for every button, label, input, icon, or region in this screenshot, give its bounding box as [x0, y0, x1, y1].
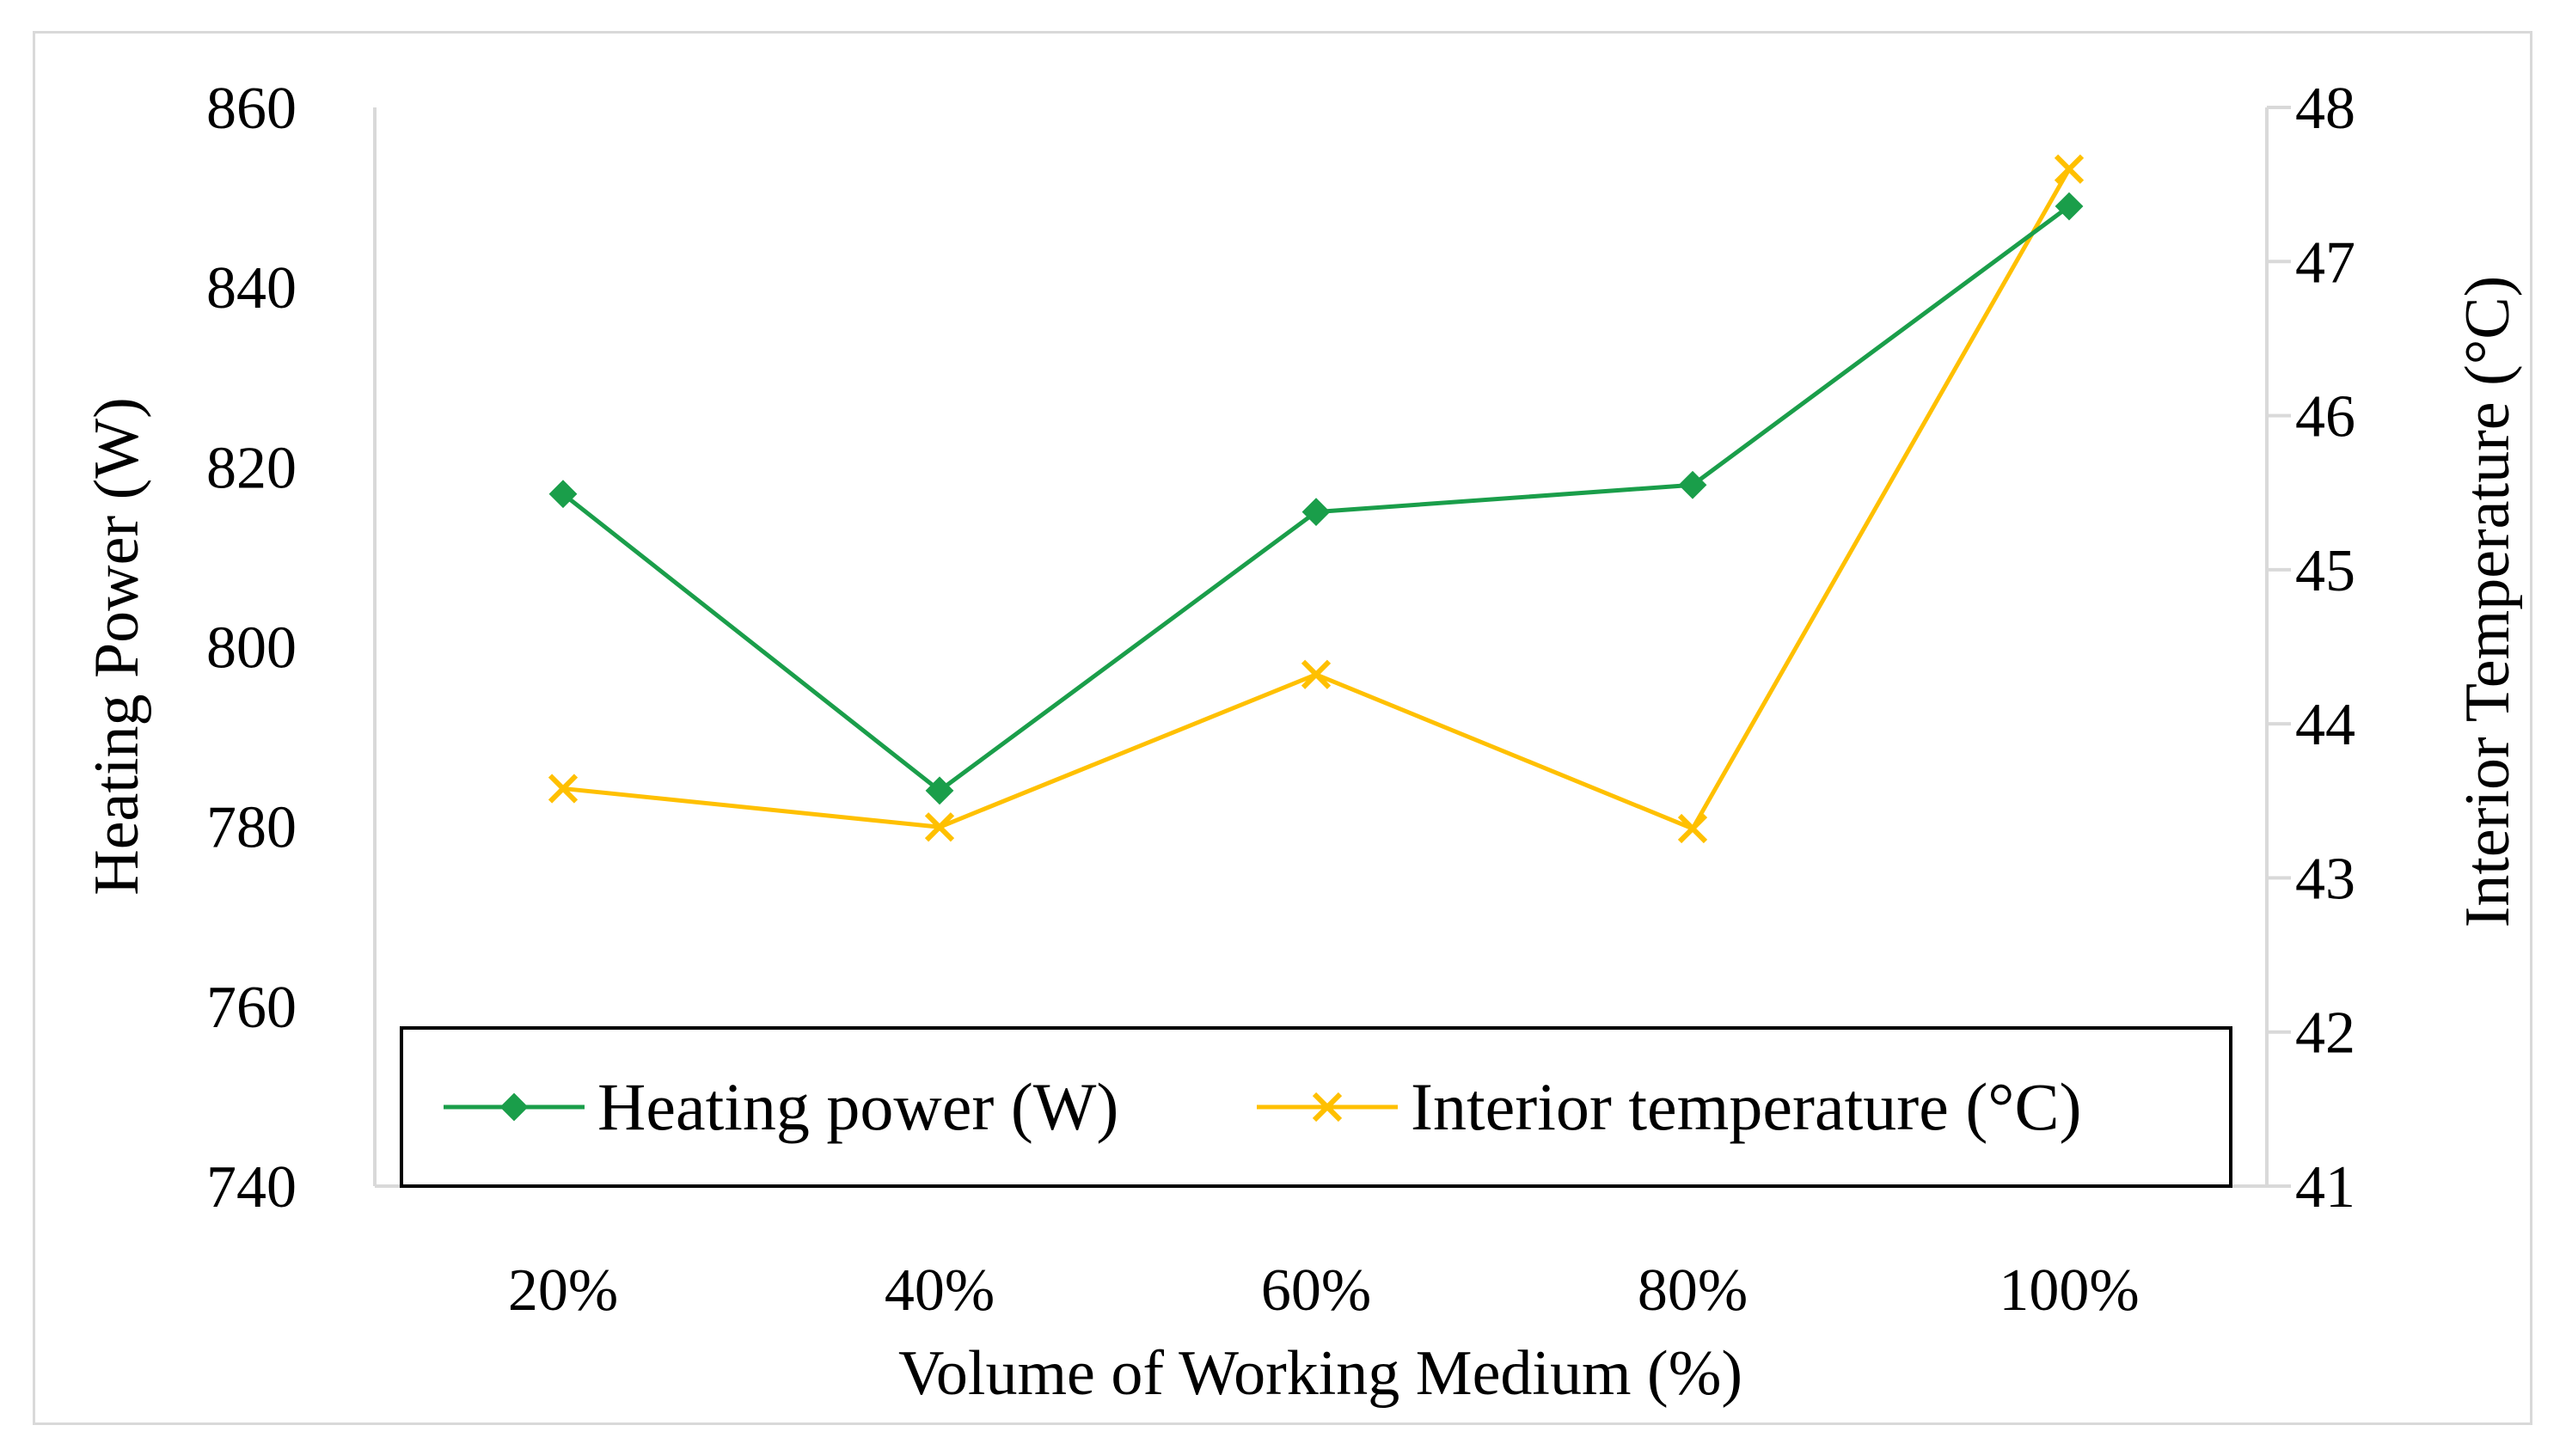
interior-temperature-point [1677, 813, 1708, 844]
right-tick-label: 47 [2295, 229, 2355, 296]
x-marker-stroke [1312, 1092, 1343, 1123]
left-tick-label: 800 [206, 615, 297, 682]
interior-temperature-point [548, 774, 579, 804]
right-axis-tick-labels: 41 42 43 44 45 46 47 48 [2295, 76, 2355, 1220]
series-markers [548, 154, 2085, 844]
heating-power-point [2055, 192, 2084, 221]
x-tick-label: 80% [1638, 1257, 1748, 1324]
right-tick-label: 41 [2295, 1154, 2355, 1220]
legend-heating-power-label: Heating power (W) [597, 1069, 1118, 1144]
interior-temperature-point [924, 812, 955, 842]
heating-power-point [1301, 498, 1331, 527]
right-tick-label: 46 [2295, 384, 2355, 450]
legend-interior-temperature-marker [1312, 1092, 1343, 1123]
left-tick-label: 780 [206, 795, 297, 861]
right-tick-label: 42 [2295, 1000, 2355, 1067]
right-axis-tick-marks [2267, 106, 2291, 1188]
left-tick-label: 820 [206, 435, 297, 501]
left-tick-label: 840 [206, 255, 297, 321]
left-tick-label: 740 [206, 1154, 297, 1220]
interior-temperature-point [1301, 659, 1332, 689]
legend: Heating power (W) Interior temperature (… [400, 1026, 2232, 1188]
x-tick-label: 60% [1261, 1257, 1371, 1324]
legend-cross [1312, 1092, 1343, 1123]
x-marker-stroke [2054, 154, 2085, 184]
left-tick-label: 860 [206, 76, 297, 142]
right-tick-label: 43 [2295, 846, 2355, 912]
right-y-axis-title: Interior Temperature (°C) [2453, 276, 2523, 928]
left-axis-tick-labels: 740 760 780 800 820 840 860 [206, 76, 297, 1220]
x-marker-stroke [924, 812, 955, 842]
left-tick-label: 760 [206, 975, 297, 1041]
chart-frame [33, 31, 2532, 1425]
right-tick-label: 45 [2295, 538, 2355, 604]
legend-diamond [499, 1092, 529, 1122]
heating-power-point [925, 776, 954, 805]
left-y-axis-title: Heating Power (W) [82, 397, 152, 895]
x-marker-stroke [1677, 813, 1708, 844]
x-marker-stroke [548, 774, 579, 804]
x-axis-title: Volume of Working Medium (%) [898, 1338, 1742, 1409]
heating-power-point [548, 480, 578, 509]
x-tick-label: 100% [1999, 1257, 2139, 1324]
x-axis-tick-labels: 20% 40% 60% 80% 100% [508, 1257, 2140, 1324]
x-tick-label: 20% [508, 1257, 618, 1324]
x-marker-stroke [1301, 659, 1332, 689]
interior-temperature-point [2054, 154, 2085, 184]
legend-heating-power-marker [499, 1092, 529, 1122]
right-tick-label: 44 [2295, 692, 2355, 758]
x-tick-label: 40% [885, 1257, 995, 1324]
heating-power-point [1678, 470, 1707, 499]
right-tick-label: 48 [2295, 76, 2355, 142]
legend-interior-temperature-label: Interior temperature (°C) [1411, 1069, 2082, 1144]
